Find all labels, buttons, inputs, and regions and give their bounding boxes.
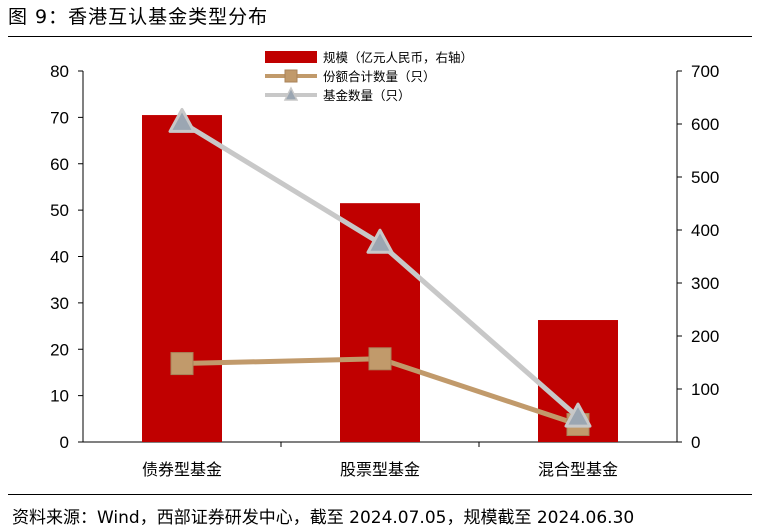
left-tick-label: 50 [50,201,69,220]
category-label: 混合型基金 [538,460,618,479]
legend-marker-square [284,69,298,83]
legend-label: 基金数量（只） [323,88,411,103]
legend-label: 规模（亿元人民币，右轴） [323,50,473,65]
left-tick-label: 80 [50,62,69,81]
line-point-triangle [564,402,592,428]
right-tick-label: 100 [691,380,719,399]
line-series [168,107,592,437]
legend-label: 份额合计数量（只） [323,69,436,84]
right-tick-label: 700 [691,62,719,81]
right-tick-label: 200 [691,327,719,346]
left-tick-label: 60 [50,155,69,174]
category-label: 债券型基金 [142,460,222,479]
legend-swatch-bar [265,51,317,63]
legend: 规模（亿元人民币，右轴） 份额合计数量（只） 基金数量（只） [265,50,473,103]
left-tick-label: 20 [50,340,69,359]
bar-series [142,115,618,443]
bar [142,115,222,443]
line-point-triangle [366,228,394,254]
legend-marker-triangle [283,86,299,101]
source-note: 资料来源：Wind，西部证券研发中心，截至 2024.07.05，规模截至 20… [12,508,635,528]
axes: 0 10 20 30 40 50 60 70 80 0 100 200 300 400 500 600 700 [50,62,719,452]
right-tick-label: 0 [691,433,700,452]
category-label: 股票型基金 [340,460,420,479]
left-tick-label: 40 [50,248,69,267]
left-tick-label: 70 [50,108,69,127]
right-tick-label: 600 [691,115,719,134]
right-tick-label: 500 [691,168,719,187]
top-rule [8,36,752,37]
left-tick-label: 0 [60,433,69,452]
line-point-square [170,352,194,376]
right-tick-label: 400 [691,221,719,240]
left-tick-label: 10 [50,387,69,406]
figure-title: 图 9：香港互认基金类型分布 [8,6,269,28]
right-tick-label: 300 [691,274,719,293]
line-point-triangle [168,107,196,133]
left-tick-label: 30 [50,294,69,313]
category-labels: 债券型基金 股票型基金 混合型基金 [142,460,618,479]
line-point-square [368,347,392,371]
bottom-rule [8,494,752,495]
